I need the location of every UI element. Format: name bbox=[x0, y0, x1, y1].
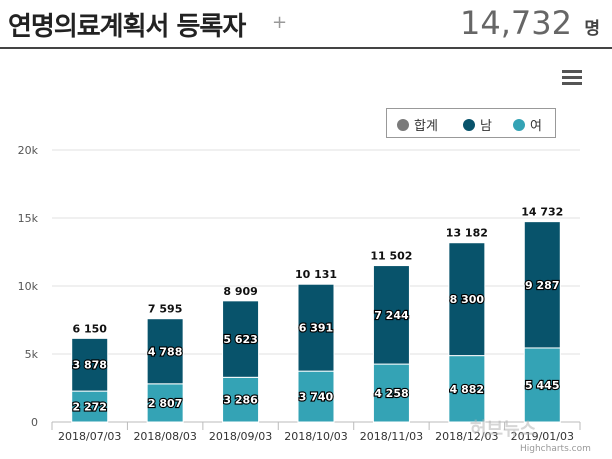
bar-female bbox=[523, 347, 561, 423]
data-label-female: 4 882 bbox=[450, 383, 484, 396]
data-label-male: 6 391 bbox=[299, 322, 333, 335]
total-label: 7 595 bbox=[148, 303, 182, 316]
hamburger-menu-icon[interactable] bbox=[562, 70, 582, 88]
x-tick-label: 2019/01/03 bbox=[511, 430, 574, 443]
bar-male bbox=[372, 265, 410, 365]
y-tick-label: 5k bbox=[25, 348, 39, 361]
y-tick-label: 10k bbox=[18, 280, 39, 293]
data-label-female: 3 740 bbox=[299, 391, 334, 404]
x-tick-label: 2018/11/03 bbox=[360, 430, 423, 443]
bar-male bbox=[71, 337, 109, 392]
chart-legend: 합계 남 여 bbox=[386, 108, 556, 138]
bar-male bbox=[523, 221, 561, 349]
y-tick-label: 0 bbox=[31, 416, 38, 429]
bar-male bbox=[146, 318, 184, 385]
total-label: 10 131 bbox=[295, 268, 337, 281]
bar-female bbox=[297, 370, 335, 423]
total-label: 6 150 bbox=[72, 322, 107, 335]
x-tick-label: 2018/07/03 bbox=[58, 430, 121, 443]
data-label-female: 2 272 bbox=[72, 401, 106, 414]
total-label: 11 502 bbox=[370, 250, 412, 263]
expand-plus-icon[interactable]: + bbox=[272, 12, 288, 33]
bar-male bbox=[297, 283, 335, 372]
page-title: 연명의료계획서 등록자 bbox=[8, 12, 246, 42]
x-tick-label: 2018/09/03 bbox=[209, 430, 272, 443]
chart-header: 연명의료계획서 등록자 + 14,732 명 bbox=[0, 0, 612, 48]
watermark-text: 허브뉴스 bbox=[470, 419, 537, 440]
legend-dot-icon bbox=[513, 119, 525, 131]
legend-label-female: 여 bbox=[530, 119, 542, 134]
total-unit: 명 bbox=[584, 19, 600, 39]
credits-link[interactable]: Highcharts.com bbox=[520, 444, 591, 454]
data-label-male: 3 878 bbox=[72, 359, 106, 372]
y-tick-label: 15k bbox=[18, 212, 39, 225]
data-label-female: 5 445 bbox=[525, 379, 559, 392]
x-tick-label: 2018/10/03 bbox=[284, 430, 347, 443]
bar-female bbox=[71, 390, 109, 423]
bar-female bbox=[372, 363, 410, 423]
bar-female bbox=[448, 355, 486, 423]
legend-label-total: 합계 bbox=[414, 119, 438, 134]
x-tick-label: 2018/08/03 bbox=[133, 430, 196, 443]
bar-female bbox=[222, 376, 260, 423]
data-label-male: 5 623 bbox=[223, 333, 257, 346]
legend-item-total[interactable]: 합계 bbox=[397, 115, 438, 134]
data-label-female: 4 258 bbox=[374, 387, 408, 400]
data-label-male: 9 287 bbox=[525, 279, 559, 292]
data-label-female: 2 807 bbox=[148, 397, 182, 410]
legend-dot-icon bbox=[397, 119, 409, 131]
total-label: 13 182 bbox=[446, 227, 488, 240]
legend-item-female[interactable]: 여 bbox=[513, 115, 542, 134]
data-label-male: 7 244 bbox=[374, 309, 409, 322]
legend-label-male: 남 bbox=[480, 119, 492, 134]
bar-female bbox=[146, 383, 184, 423]
legend-item-male[interactable]: 남 bbox=[463, 115, 492, 134]
bar-male bbox=[222, 300, 260, 378]
bar-male bbox=[448, 242, 486, 357]
legend-dot-icon bbox=[463, 119, 475, 131]
total-label: 8 909 bbox=[223, 285, 257, 298]
total-count: 14,732 bbox=[460, 4, 572, 42]
data-label-male: 4 788 bbox=[148, 345, 182, 358]
x-tick-label: 2018/12/03 bbox=[435, 430, 498, 443]
data-label-male: 8 300 bbox=[450, 293, 485, 306]
header-divider bbox=[0, 47, 612, 49]
y-tick-label: 20k bbox=[18, 144, 39, 157]
total-label: 14 732 bbox=[521, 206, 563, 219]
data-label-female: 3 286 bbox=[223, 394, 258, 407]
